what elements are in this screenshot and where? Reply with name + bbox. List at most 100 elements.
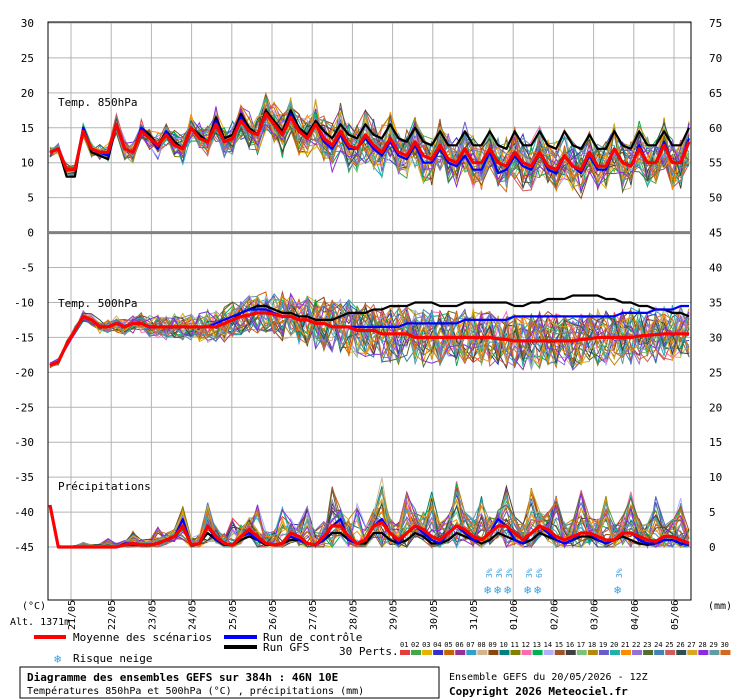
pert-legend-number: 05 — [444, 641, 452, 649]
left-y-tick-label: -5 — [21, 262, 34, 275]
left-y-tick-label: -40 — [14, 506, 34, 519]
x-tick-label: 04/06 — [630, 600, 641, 630]
pert-legend-swatch — [400, 650, 410, 655]
run-label: Ensemble GEFS du 20/05/2026 - 12Z — [449, 672, 648, 683]
pert-legend-number: 24 — [654, 641, 662, 649]
legend-mean-label: Moyenne des scénarios — [73, 631, 212, 644]
right-y-tick-label: 0 — [709, 541, 716, 554]
pert-legend-number: 11 — [511, 641, 519, 649]
chart-title: Diagramme des ensembles GEFS sur 384h : … — [27, 671, 338, 684]
pert-t500-line — [49, 290, 690, 368]
pert-legend-swatch — [543, 650, 554, 655]
pert-legend-number: 20 — [610, 641, 618, 649]
snowflake-icon: ❄ — [484, 583, 491, 597]
right-y-tick-label: 35 — [709, 296, 722, 309]
pert-legend-number: 30 — [720, 641, 728, 649]
pert-t850-line — [49, 102, 690, 194]
right-y-tick-label: 65 — [709, 87, 722, 100]
pert-legend-swatch — [477, 650, 488, 655]
pert-legend-swatch — [654, 650, 665, 655]
pert-legend-number: 16 — [566, 641, 574, 649]
panel-label-precip: Précipitations — [58, 480, 151, 493]
left-y-tick-label: -35 — [14, 471, 34, 484]
pert-legend-number: 17 — [577, 641, 585, 649]
pert-legend-swatch — [444, 650, 455, 655]
pert-legend-swatch — [554, 650, 565, 655]
right-unit-label: (mm) — [708, 601, 732, 612]
chart-subtitle: Températures 850hPa et 500hPa (°C) , pré… — [27, 685, 364, 697]
pert-legend-swatch — [709, 650, 720, 655]
right-y-tick-label: 45 — [709, 227, 722, 240]
left-y-tick-label: 25 — [21, 52, 34, 65]
snow-risk-percent: 3% — [495, 568, 504, 578]
pert-legend-swatch — [576, 650, 587, 655]
snowflake-icon: ❄ — [494, 583, 501, 597]
legend-perts-label: 30 Perts. — [339, 645, 399, 658]
pert-legend-swatch — [565, 650, 576, 655]
pert-legend-swatch — [687, 650, 698, 655]
snowflake-icon: ❄ — [524, 583, 531, 597]
right-y-tick-label: 55 — [709, 157, 722, 170]
pert-legend-swatch — [621, 650, 631, 655]
series-t850-0 — [49, 112, 691, 172]
legend-gfs-label: Run GFS — [263, 641, 309, 654]
chart-grid — [48, 22, 691, 600]
right-y-tick-label: 30 — [709, 331, 722, 344]
pert-legend-swatch — [411, 650, 422, 655]
axis-ticks: 302520151050-5-10-15-20-25-30-35-40-4575… — [14, 17, 722, 630]
panel-label-t500: Temp. 500hPa — [58, 297, 137, 310]
x-tick-label: 26/05 — [268, 600, 279, 630]
right-y-tick-label: 75 — [709, 17, 722, 30]
pert-legend-number: 08 — [477, 641, 485, 649]
pert-legend-swatch — [587, 650, 598, 655]
panel-label-t850: Temp. 850hPa — [58, 96, 137, 109]
pert-legend-number: 25 — [665, 641, 673, 649]
left-y-tick-label: 30 — [21, 17, 34, 30]
x-tick-label: 31/05 — [469, 600, 480, 630]
left-y-tick-label: 5 — [27, 192, 34, 205]
plot-border — [47, 21, 692, 601]
pert-legend-swatch — [521, 650, 532, 655]
pert-t850-line — [49, 109, 690, 191]
snow-risk-markers: 3%❄3%❄3%❄3%❄6%❄3%❄ — [484, 568, 624, 597]
x-tick-label: 21/05 — [67, 600, 78, 630]
altitude-label: Alt. 1371m — [10, 617, 70, 628]
pert-legend-swatch — [609, 650, 620, 655]
right-y-tick-label: 10 — [709, 471, 722, 484]
pert-legend-number: 04 — [433, 641, 441, 649]
left-y-tick-label: 0 — [27, 227, 34, 240]
x-tick-label: 02/06 — [549, 600, 560, 630]
pert-legend-number: 18 — [588, 641, 596, 649]
pert-legend-number: 07 — [466, 641, 474, 649]
right-y-tick-label: 70 — [709, 52, 722, 65]
pert-legend-swatch — [466, 650, 477, 655]
snow-risk-percent: 3% — [525, 568, 534, 578]
legend: Moyenne des scénarios Run de contrôle Ru… — [34, 631, 731, 666]
right-y-tick-label: 5 — [709, 506, 716, 519]
right-y-tick-label: 60 — [709, 122, 722, 135]
x-tick-label: 01/06 — [509, 600, 520, 630]
left-unit-label: (°C) — [22, 601, 46, 612]
pert-legend-swatch — [632, 650, 643, 655]
snowflake-icon: ❄ — [504, 583, 511, 597]
x-tick-label: 24/05 — [188, 600, 199, 630]
snowflake-icon: ❄ — [614, 583, 621, 597]
pert-legend-number: 12 — [522, 641, 530, 649]
left-y-tick-label: -10 — [14, 296, 34, 309]
plot-frame — [47, 21, 692, 601]
pert-t500-line — [49, 298, 690, 367]
pert-legend-number: 26 — [676, 641, 684, 649]
perturbation-color-legend: 01 02 03 04 05 06 07 08 09 10 11 12 13 14 15 16 17 18 19 20… — [400, 641, 731, 655]
pert-legend-number: 14 — [544, 641, 552, 649]
x-tick-label: 29/05 — [389, 600, 400, 630]
pert-legend-number: 29 — [709, 641, 717, 649]
pert-t500-line — [50, 295, 690, 367]
pert-legend-number: 27 — [687, 641, 695, 649]
legend-control-label: Run de contrôle — [263, 631, 362, 644]
right-y-tick-label: 40 — [709, 262, 722, 275]
series-t500-0 — [49, 311, 689, 367]
snowflake-icon: ❄ — [534, 583, 541, 597]
pert-legend-number: 09 — [488, 641, 496, 649]
left-y-tick-label: 20 — [21, 87, 34, 100]
